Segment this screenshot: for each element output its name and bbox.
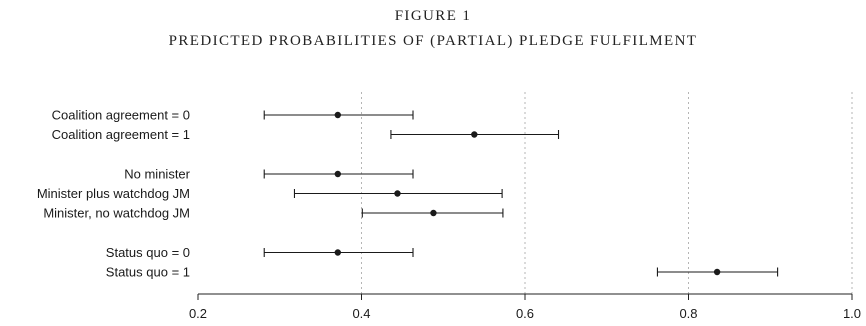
- row-label: Coalition agreement = 1: [52, 127, 190, 142]
- x-tick-label: 0.8: [679, 306, 697, 321]
- estimate-point: [430, 209, 437, 217]
- x-tick-label: 0.4: [352, 306, 370, 321]
- estimate-point: [334, 170, 341, 178]
- figure-caption: PREDICTED PROBABILITIES OF (PARTIAL) PLE…: [168, 33, 698, 49]
- row-label: Minister, no watchdog JM: [43, 206, 190, 221]
- estimate-point: [334, 111, 341, 119]
- x-tick-label: 0.6: [516, 306, 534, 321]
- data-marks: [263, 110, 779, 277]
- x-axis: 0.2 0.4 0.6 0.8 1.0: [189, 293, 861, 321]
- row-label: Status quo = 0: [106, 245, 190, 260]
- estimate-point: [713, 268, 721, 276]
- row-label: Coalition agreement = 0: [52, 108, 190, 123]
- x-tick-label: 0.2: [189, 306, 207, 321]
- estimate-point: [394, 190, 401, 197]
- row-label: Minister plus watchdog JM: [37, 186, 190, 201]
- estimate-point: [334, 249, 341, 256]
- row-label: No minister: [124, 167, 190, 182]
- row-labels: Coalition agreement = 0 Coalition agreeme…: [37, 108, 191, 280]
- x-tick-label: 1.0: [843, 306, 861, 321]
- figure-label: FIGURE 1: [394, 8, 472, 24]
- row-label: Status quo = 1: [106, 265, 190, 280]
- estimate-point: [471, 131, 478, 138]
